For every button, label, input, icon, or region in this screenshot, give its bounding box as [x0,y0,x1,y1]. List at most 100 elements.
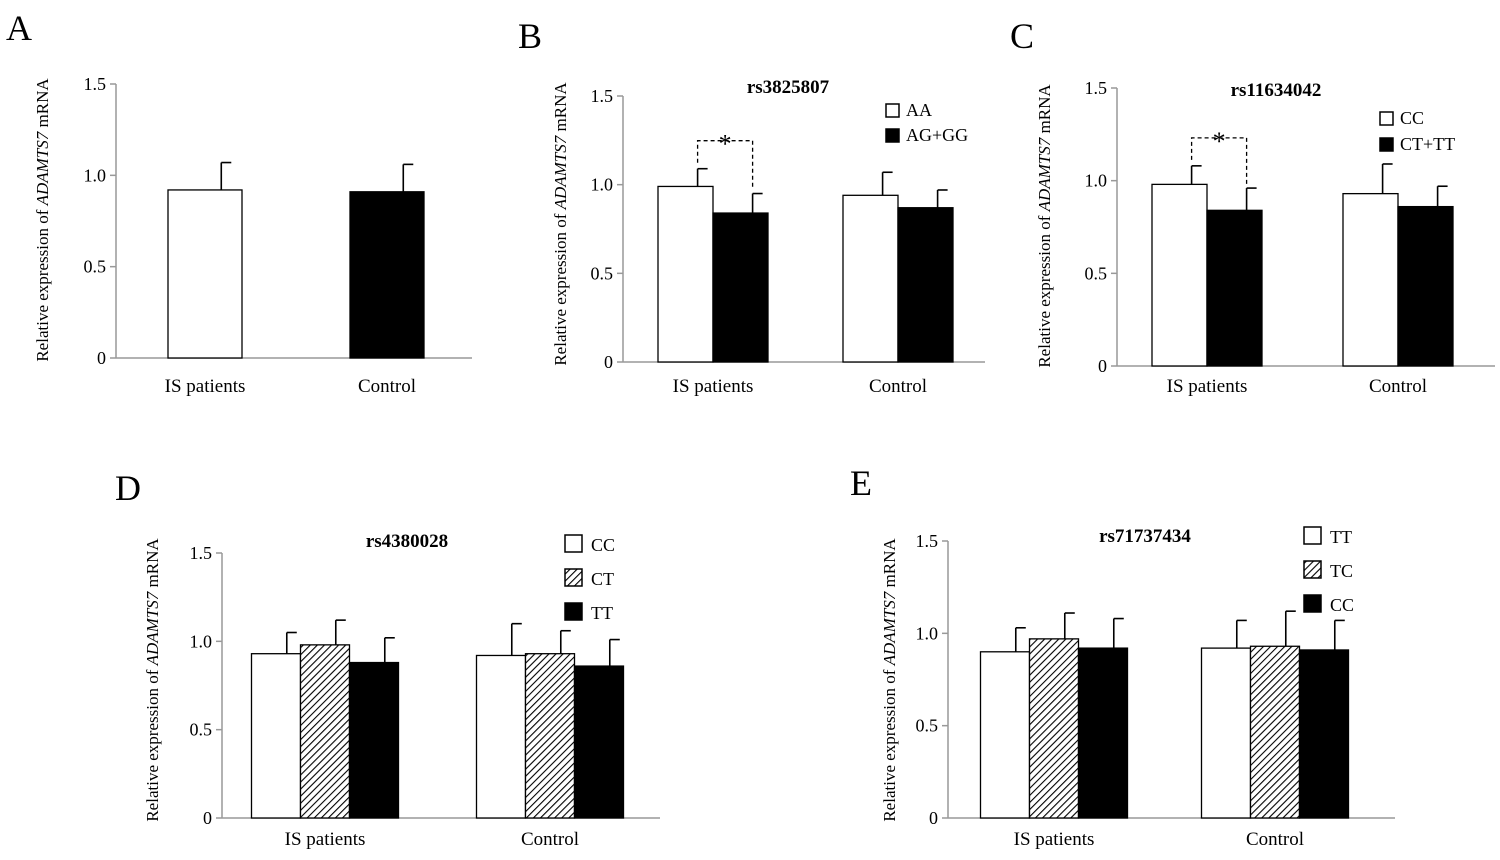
y-axis-label: Relative expression of ADAMTS7 mRNA [880,538,899,822]
legend-label: TT [1330,527,1352,547]
bar [712,212,769,363]
panel-letter-b: B [518,16,542,56]
legend-swatch [564,534,583,553]
y-tick-label: 0 [929,808,938,828]
y-axis-label: Relative expression of ADAMTS7 mRNA [1035,84,1054,368]
legend-label: TC [1330,561,1353,581]
y-tick-label: 1.0 [84,165,107,185]
panel-letter-e: E [850,463,872,503]
significance-star: * [719,130,732,159]
legend-swatch [1379,111,1394,126]
panel-c: C rs11634042 0 0.5 1.0 1.5 Relative expressi… [1010,16,1495,397]
y-tick-label: 0 [604,352,613,372]
chart-c-plot: 0 0.5 1.0 1.5 Relative expression of ADAMTS7… [1035,78,1495,397]
y-tick-label: 0.5 [1085,263,1108,283]
legend-swatch [1303,594,1322,613]
x-category-label: Control [1246,829,1304,850]
bar [1028,638,1080,819]
legend-label: AA [906,100,932,120]
legend-swatch [1303,526,1322,545]
y-tick-label: 0.5 [916,716,939,736]
chart-e-plot: 0 0.5 1.0 1.5 Relative expression of ADAMTS7… [880,526,1395,850]
bar [1298,649,1350,819]
bar [475,654,527,819]
chart-b-title: rs3825807 [747,77,830,98]
legend-swatch [564,568,583,587]
y-tick-label: 0.5 [190,720,213,740]
panel-letter-a: A [6,8,32,48]
y-tick-label: 1.0 [916,623,939,643]
y-tick-label: 0 [1098,356,1107,376]
legend-label: AG+GG [906,125,968,145]
legend-label: CC [591,535,615,555]
y-tick-label: 0 [97,348,106,368]
legend-label: CT+TT [1400,134,1455,154]
x-category-label: IS patients [673,376,754,397]
bar [349,191,425,359]
y-tick-label: 1.5 [190,543,213,563]
bar [1342,192,1399,367]
x-category-label: Control [521,829,579,850]
x-category-label: IS patients [1167,376,1248,397]
chart-e-title: rs71737434 [1099,526,1191,547]
chart-d-plot: 0 0.5 1.0 1.5 Relative expression of ADAMTS7… [143,534,660,850]
bar [1200,647,1252,819]
x-category-label: IS patients [1014,829,1095,850]
bar [1077,647,1129,819]
y-tick-label: 0.5 [591,263,614,283]
y-tick-label: 1.0 [1085,171,1108,191]
x-category-label: IS patients [285,829,366,850]
panel-e: E rs71737434 0 0.5 1.0 1.5 Relative expressi… [850,463,1395,850]
bar [167,189,243,359]
y-tick-label: 0 [203,808,212,828]
x-category-label: Control [869,376,927,397]
y-tick-label: 1.5 [591,86,614,106]
bar [897,207,954,363]
bar [657,185,714,363]
legend-label: CC [1330,595,1354,615]
significance-bracket [1190,137,1248,185]
bar [1397,205,1454,367]
y-tick-label: 1.5 [916,531,939,551]
panel-letter-c: C [1010,16,1034,56]
panel-a: A 0 0.5 1.0 1.5 Relative expression of ADAMT… [6,8,472,397]
y-axis-label: Relative expression of ADAMTS7 mRNA [143,538,162,822]
significance-bracket [696,140,754,190]
panel-letter-d: D [115,468,141,508]
bar [1206,209,1263,367]
y-axis-label: Relative expression of ADAMTS7 mRNA [33,78,52,362]
y-tick-label: 1.0 [190,631,213,651]
bar [250,653,302,819]
legend-swatch [885,128,900,143]
legend-swatch [885,103,900,118]
panel-b: B rs3825807 0 0.5 1.0 1.5 Relative expressio… [518,16,985,397]
chart-b-plot: 0 0.5 1.0 1.5 Relative expression of ADAMTS7… [551,82,985,397]
chart-c-title: rs11634042 [1231,80,1322,101]
bar [573,665,625,819]
chart-d-title: rs4380028 [366,531,448,552]
legend-label: TT [591,603,613,623]
y-tick-label: 0.5 [84,257,107,277]
significance-star: * [1213,127,1226,156]
bar [1249,645,1301,819]
bar [1151,183,1208,367]
chart-a-plot: 0 0.5 1.0 1.5 Relative expression of ADAMTS7… [33,74,472,397]
bar [842,194,899,363]
x-category-label: Control [358,376,416,397]
legend-label: CC [1400,108,1424,128]
x-category-label: IS patients [165,376,246,397]
bar [979,651,1031,819]
bar [524,653,576,819]
legend-label: CT [591,569,614,589]
bar [299,644,351,819]
y-tick-label: 1.5 [1085,78,1108,98]
bar [348,661,400,819]
legend-swatch [1379,137,1394,152]
legend-swatch [1303,560,1322,579]
y-tick-label: 1.5 [84,74,107,94]
y-axis-label: Relative expression of ADAMTS7 mRNA [551,82,570,366]
panel-d: D rs4380028 0 0.5 1.0 1.5 Relative expressio… [115,468,660,850]
x-category-label: Control [1369,376,1427,397]
legend-swatch [564,602,583,621]
